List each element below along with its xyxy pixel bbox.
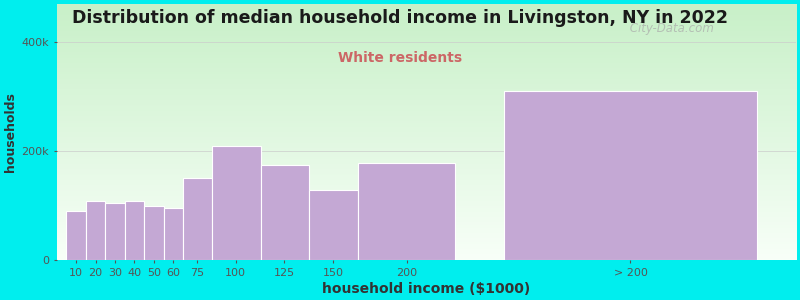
Bar bbox=[163, 208, 183, 260]
Text: City-Data.com: City-Data.com bbox=[626, 22, 714, 35]
Bar bbox=[144, 206, 163, 260]
Bar bbox=[125, 201, 144, 260]
Bar bbox=[183, 178, 212, 260]
Y-axis label: households: households bbox=[4, 92, 17, 172]
Bar bbox=[310, 190, 358, 260]
X-axis label: household income ($1000): household income ($1000) bbox=[322, 282, 530, 296]
Bar bbox=[86, 201, 106, 260]
Text: Distribution of median household income in Livingston, NY in 2022: Distribution of median household income … bbox=[72, 9, 728, 27]
Bar bbox=[106, 203, 125, 260]
Bar bbox=[66, 211, 86, 260]
Text: White residents: White residents bbox=[338, 51, 462, 65]
Bar bbox=[504, 91, 757, 260]
Bar bbox=[212, 146, 261, 260]
Bar bbox=[358, 163, 455, 260]
Bar bbox=[261, 165, 310, 260]
